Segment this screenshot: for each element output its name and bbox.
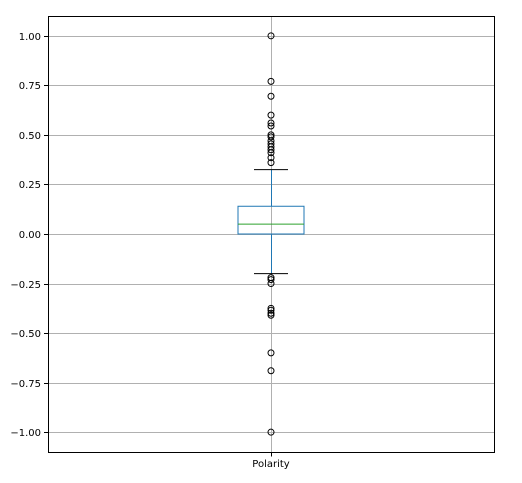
outlier-point-5 (267, 122, 275, 130)
x-axis: Polarity (252, 452, 290, 470)
outlier-point-21 (267, 311, 275, 319)
y-tick-label-6: −0.50 (10, 329, 41, 340)
outlier-point-1 (267, 77, 275, 85)
box-plot-marks (237, 32, 305, 436)
y-tick-label-2: 0.50 (19, 131, 41, 142)
x-tick-label-polarity: Polarity (252, 459, 290, 470)
outlier-point-14 (267, 159, 275, 167)
y-tick-label-1: 0.75 (19, 81, 41, 92)
outlier-point-22 (267, 349, 275, 357)
y-tick-label-5: −0.25 (10, 280, 41, 291)
outlier-point-19 (267, 306, 275, 314)
outlier-point-7 (267, 133, 275, 141)
outlier-point-24 (267, 428, 275, 436)
y-tick-label-3: 0.25 (19, 180, 41, 191)
y-axis: 1.00 0.75 0.50 0.25 0.00 −0.25 −0.50 −0.75 −1.00 (10, 32, 48, 439)
y-tick-label-8: −1.00 (10, 428, 41, 439)
outlier-point-20 (267, 309, 275, 317)
outlier-point-12 (267, 149, 275, 157)
outlier-point-2 (267, 92, 275, 100)
outlier-point-17 (267, 280, 275, 288)
iqr-box (237, 205, 305, 235)
outlier-point-4 (267, 119, 275, 127)
outlier-point-0 (267, 32, 275, 40)
outlier-point-11 (267, 146, 275, 154)
outlier-point-3 (267, 111, 275, 119)
y-tick-label-0: 1.00 (19, 32, 41, 43)
outlier-point-16 (267, 276, 275, 284)
y-tick-label-7: −0.75 (10, 379, 41, 390)
outlier-point-23 (267, 367, 275, 375)
outlier-point-18 (267, 304, 275, 312)
y-tick-label-4: 0.00 (19, 230, 41, 241)
outlier-point-13 (267, 154, 275, 162)
